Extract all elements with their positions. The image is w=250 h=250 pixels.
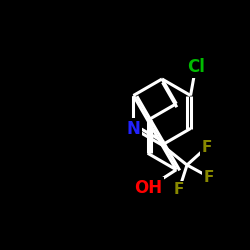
Text: F: F <box>204 170 214 184</box>
Text: F: F <box>174 182 184 198</box>
Text: F: F <box>202 140 212 154</box>
Text: Cl: Cl <box>187 58 204 76</box>
Text: OH: OH <box>134 179 162 197</box>
Text: N: N <box>126 120 140 138</box>
